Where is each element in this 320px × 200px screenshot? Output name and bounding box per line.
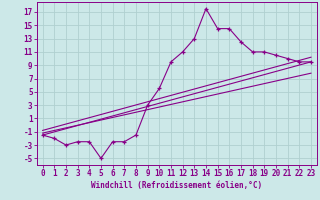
X-axis label: Windchill (Refroidissement éolien,°C): Windchill (Refroidissement éolien,°C) <box>91 181 262 190</box>
